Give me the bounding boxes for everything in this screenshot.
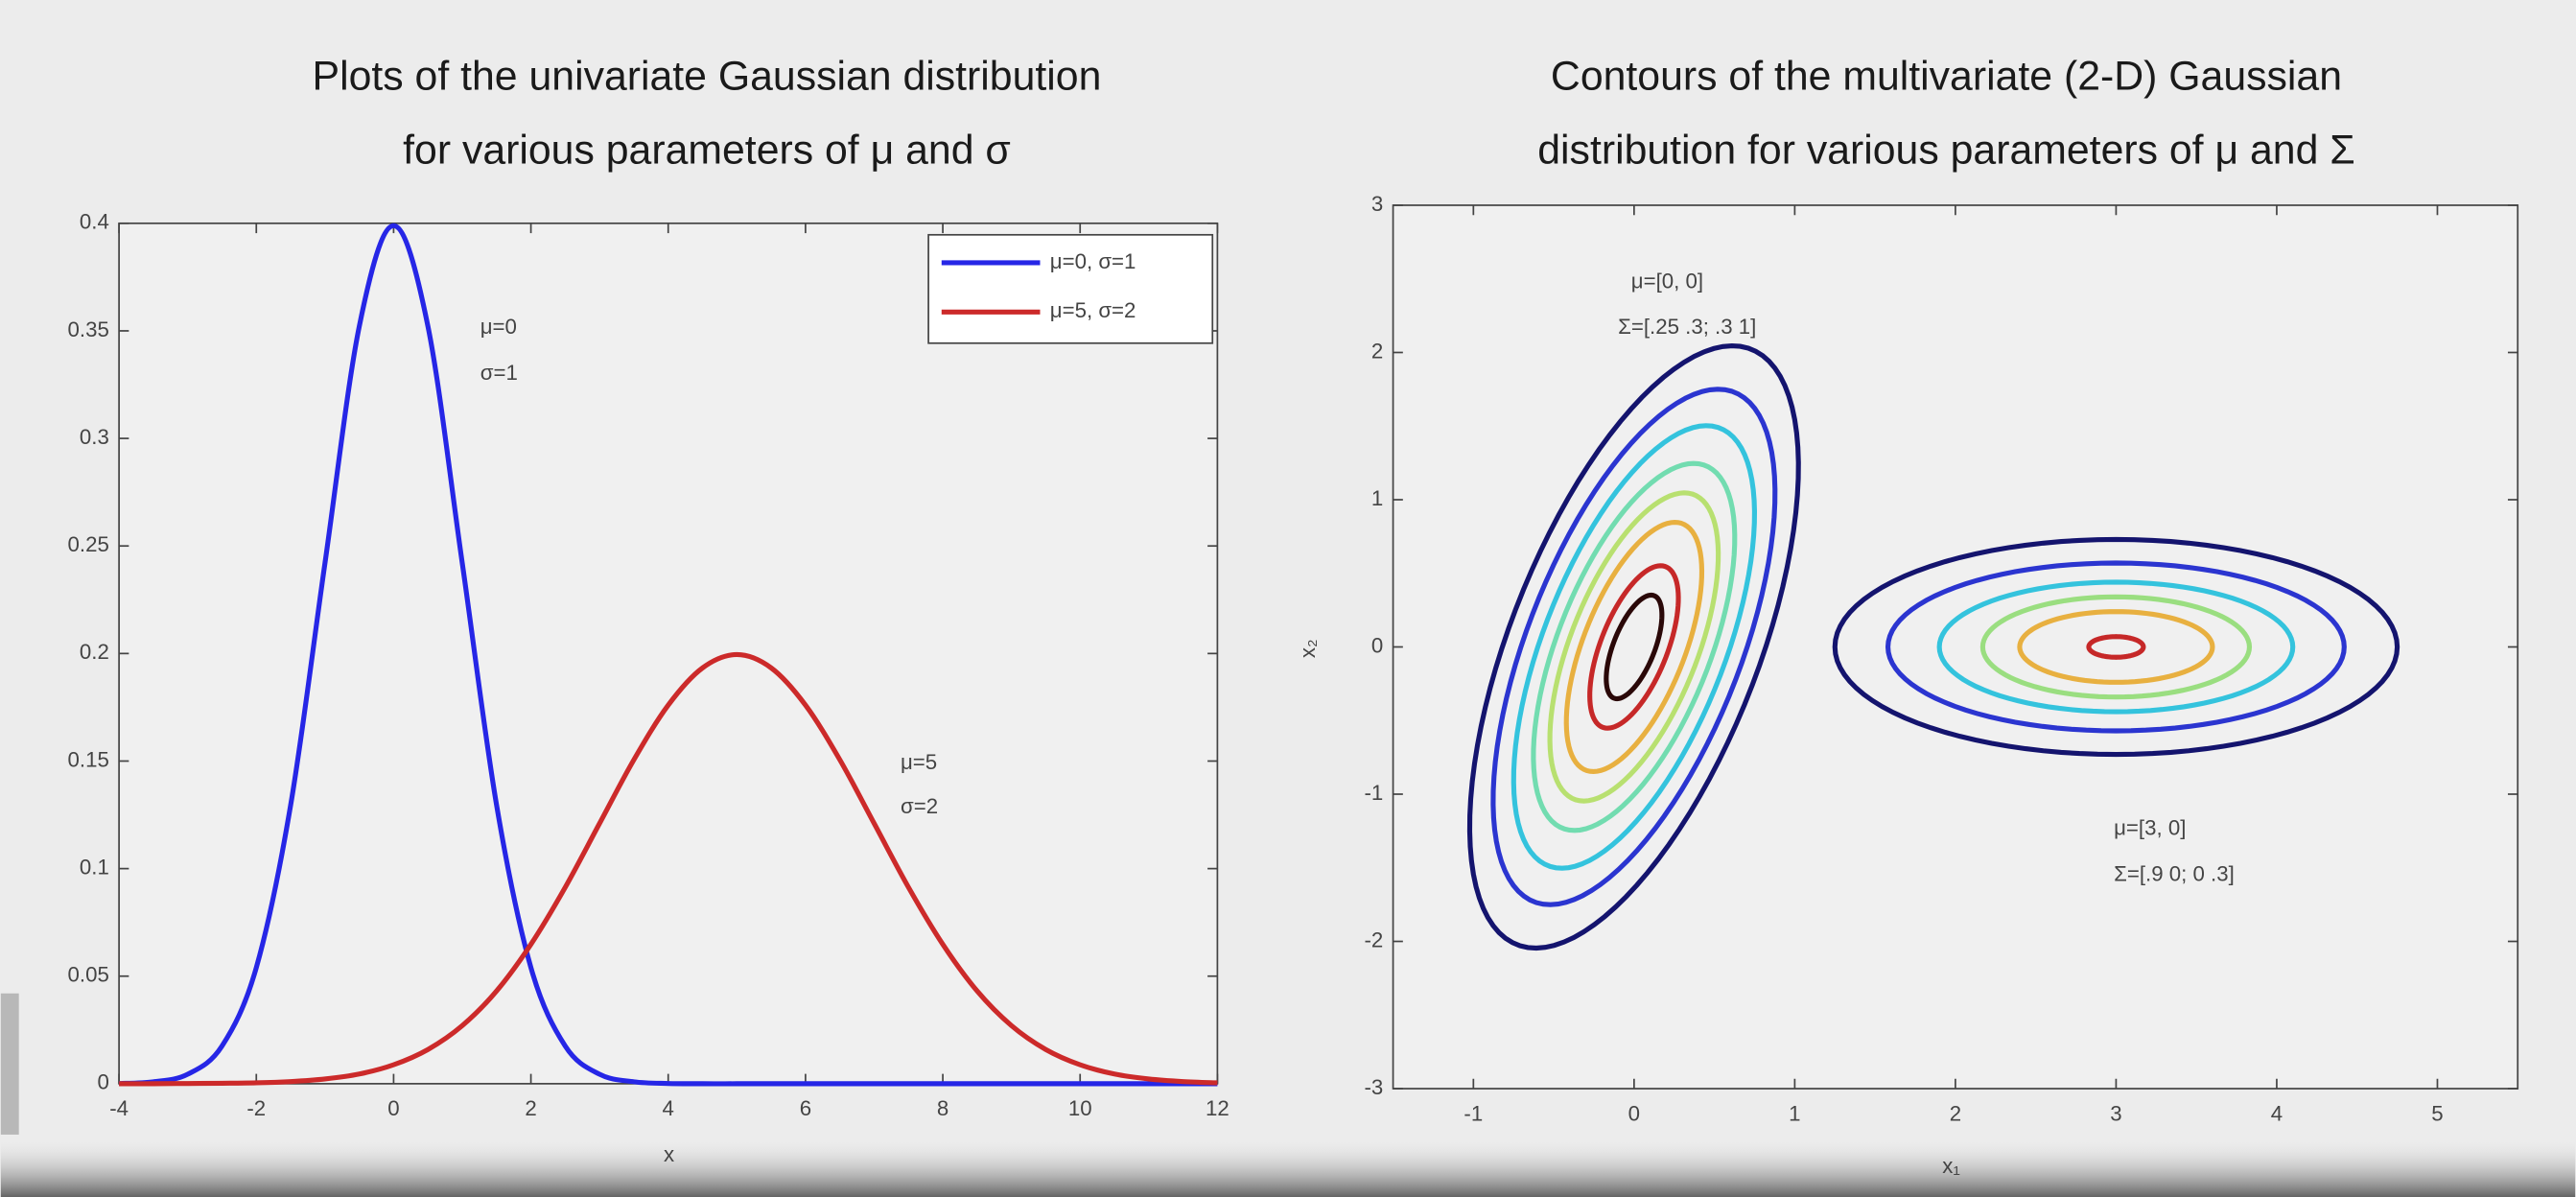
annotation: Σ=[.9 0; 0 .3] bbox=[2114, 861, 2235, 885]
x-tick-label: 10 bbox=[1068, 1096, 1092, 1120]
annotation: μ=0 bbox=[480, 315, 517, 339]
annotation: μ=[0, 0] bbox=[1631, 269, 1703, 293]
annotation: σ=2 bbox=[901, 794, 938, 818]
y-tick-label: 0.2 bbox=[80, 640, 109, 664]
contour-ring bbox=[1466, 342, 1801, 951]
x-tick-label: 0 bbox=[387, 1096, 399, 1120]
y-axis-label: x₂ bbox=[1296, 639, 1320, 658]
y-tick-label: 0.15 bbox=[68, 747, 109, 771]
y-tick-label: 0.1 bbox=[80, 855, 109, 879]
x-tick-label: 2 bbox=[525, 1096, 536, 1120]
x-tick-label: 0 bbox=[1628, 1101, 1640, 1125]
chart-contour: Contours of the multivariate (2-D) Gauss… bbox=[1296, 53, 2519, 1178]
contour-ring bbox=[1490, 387, 1778, 907]
contour-ring bbox=[1587, 563, 1681, 731]
x-axis-label: x bbox=[664, 1142, 674, 1166]
chart-line: Plots of the univariate Gaussian distrib… bbox=[68, 53, 1229, 1166]
x-tick-label: 5 bbox=[2431, 1101, 2443, 1125]
contour-ring bbox=[1510, 423, 1758, 871]
y-tick-label: 0.3 bbox=[80, 425, 109, 449]
chart-title: Plots of the univariate Gaussian distrib… bbox=[313, 53, 1102, 99]
x-axis-label: x₁ bbox=[1942, 1154, 1960, 1178]
x-tick-label: -2 bbox=[246, 1096, 266, 1120]
legend-label: μ=0, σ=1 bbox=[1050, 249, 1136, 273]
plot-area bbox=[1392, 204, 2519, 1090]
x-tick-label: 4 bbox=[2271, 1101, 2283, 1125]
y-tick-label: 3 bbox=[1371, 192, 1383, 216]
y-tick-label: -1 bbox=[1364, 781, 1383, 805]
contour-ring bbox=[1604, 592, 1665, 702]
chart-title: distribution for various parameters of μ… bbox=[1537, 128, 2354, 174]
y-tick-label: 0 bbox=[97, 1070, 108, 1094]
contour-ring bbox=[1832, 536, 2400, 758]
y-tick-label: 0 bbox=[1371, 633, 1383, 657]
x-tick-label: 3 bbox=[2110, 1101, 2121, 1125]
annotation: σ=1 bbox=[480, 361, 518, 385]
annotation: Σ=[.25 .3; .3 1] bbox=[1618, 315, 1756, 339]
x-tick-label: 8 bbox=[937, 1096, 948, 1120]
contour-ring bbox=[1979, 594, 2253, 700]
y-tick-label: -2 bbox=[1364, 927, 1383, 951]
chart-title: for various parameters of μ and σ bbox=[403, 128, 1011, 174]
y-tick-label: 0.25 bbox=[68, 532, 109, 556]
x-tick-label: 2 bbox=[1950, 1101, 1961, 1125]
x-tick-label: 1 bbox=[1789, 1101, 1800, 1125]
y-tick-label: 0.4 bbox=[80, 210, 109, 234]
contour-ring bbox=[1547, 490, 1721, 804]
legend-box bbox=[927, 233, 1214, 344]
contour-ring bbox=[1531, 460, 1738, 833]
x-tick-label: 4 bbox=[663, 1096, 674, 1120]
contour-ring bbox=[2086, 634, 2146, 660]
y-tick-label: 1 bbox=[1371, 486, 1383, 510]
series-line bbox=[118, 223, 1218, 1087]
annotation: μ=[3, 0] bbox=[2114, 815, 2186, 839]
x-tick-label: 12 bbox=[1206, 1096, 1229, 1120]
series-line bbox=[119, 651, 1218, 1087]
x-tick-label: -4 bbox=[109, 1096, 129, 1120]
contour-ring bbox=[1936, 579, 2296, 715]
plot-area bbox=[118, 222, 1219, 1085]
video-bar bbox=[0, 1140, 2576, 1197]
annotation: μ=5 bbox=[901, 750, 937, 774]
y-tick-label: 0.05 bbox=[68, 963, 109, 987]
y-tick-label: 2 bbox=[1371, 339, 1383, 363]
contour-ring bbox=[1563, 519, 1705, 775]
y-tick-label: 0.35 bbox=[68, 317, 109, 341]
contour-ring bbox=[1885, 560, 2347, 734]
chart-title: Contours of the multivariate (2-D) Gauss… bbox=[1551, 53, 2342, 99]
y-tick-label: -3 bbox=[1364, 1075, 1383, 1099]
x-tick-label: -1 bbox=[1464, 1101, 1483, 1125]
x-tick-label: 6 bbox=[800, 1096, 811, 1120]
legend-label: μ=5, σ=2 bbox=[1050, 298, 1136, 322]
side-tab bbox=[0, 993, 19, 1135]
contour-ring bbox=[2017, 609, 2215, 685]
